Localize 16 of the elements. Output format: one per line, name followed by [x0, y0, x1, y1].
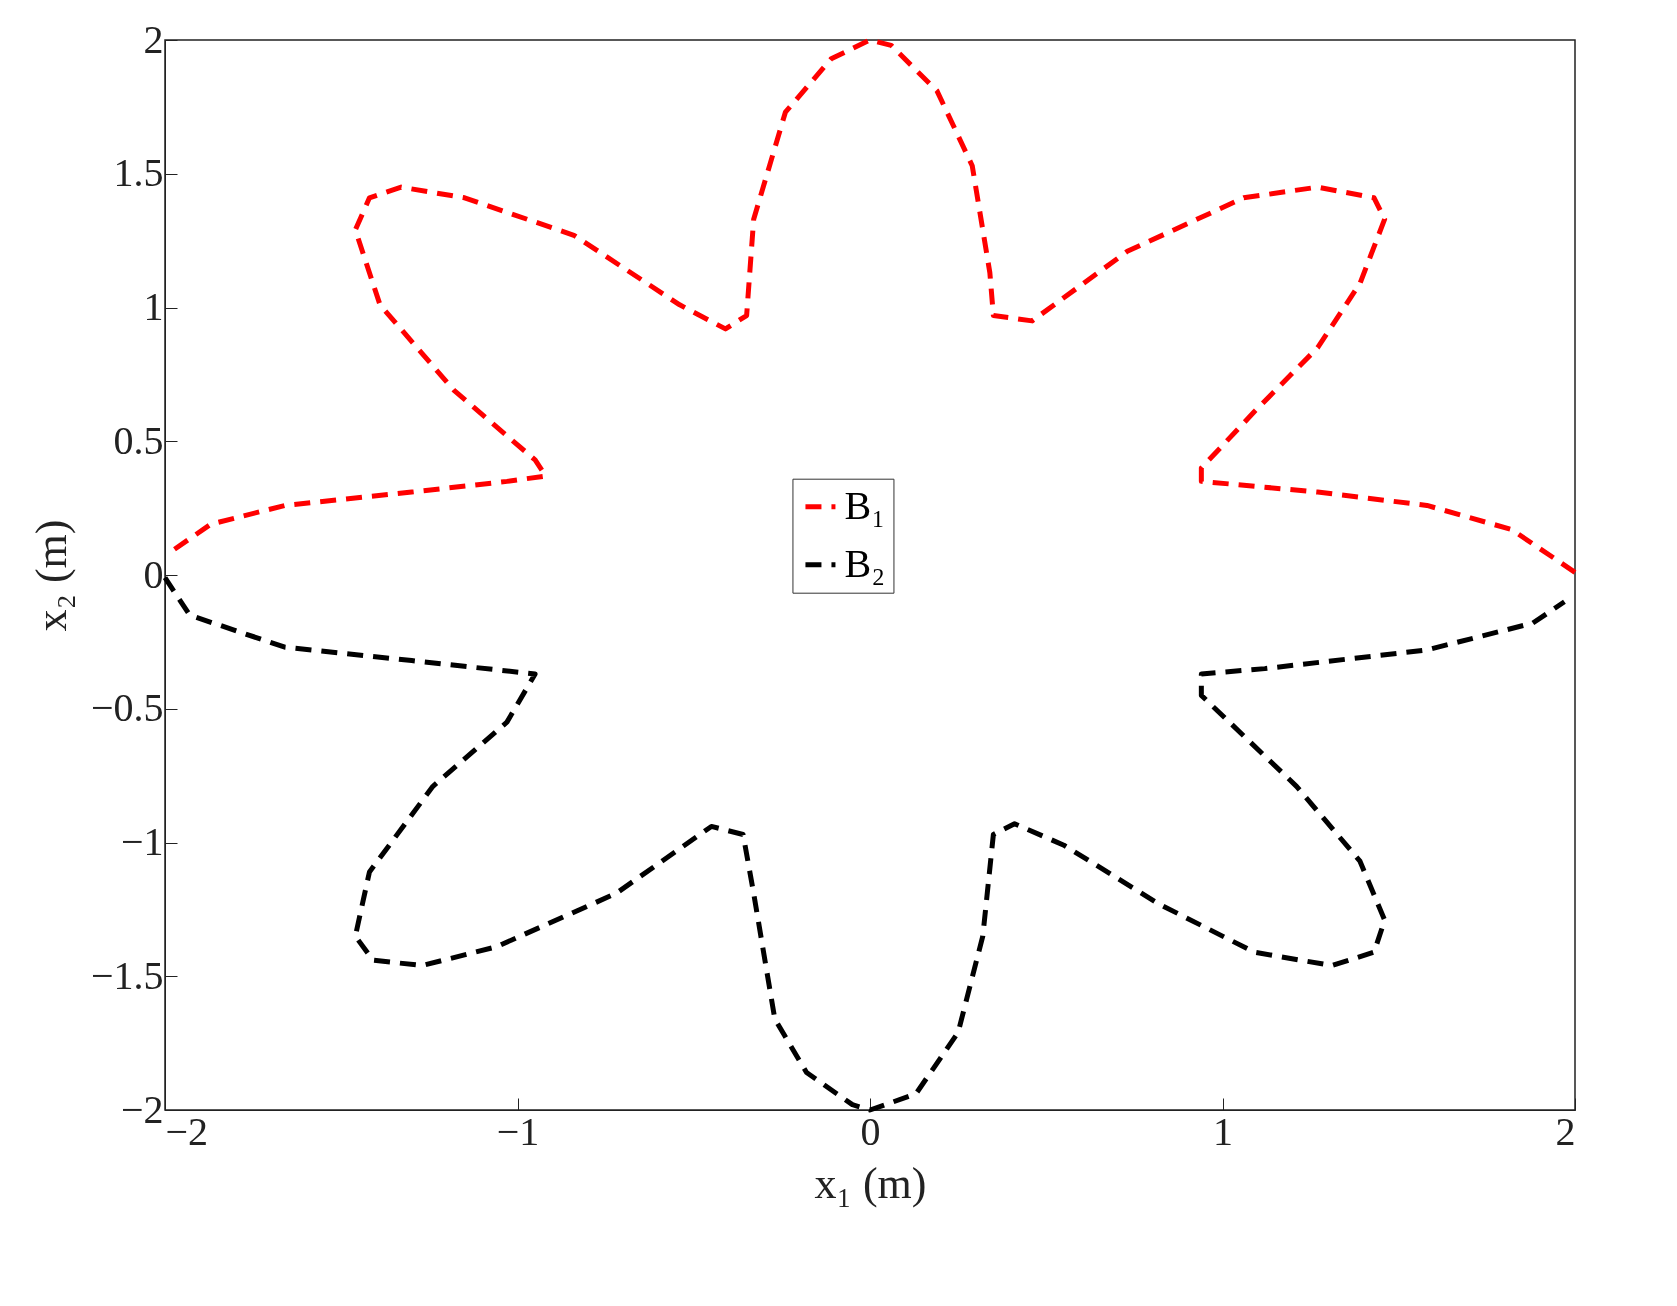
legend-label: B₂ [844, 540, 886, 586]
x-tick-label: 2 [1555, 1108, 1576, 1154]
legend-label: B₁ [844, 482, 886, 528]
x-tick-label: 1 [1213, 1108, 1233, 1154]
y-tick-label: −1.5 [90, 952, 164, 998]
x-tick-label: 0 [860, 1108, 881, 1154]
y-tick-label: 0.5 [113, 417, 164, 463]
x-tick-label: −1 [496, 1108, 540, 1154]
y-tick-label: −1 [120, 819, 164, 864]
y-axis-title: x₂ (m) [26, 519, 76, 632]
y-tick-label: −0.5 [90, 685, 164, 731]
y-tick-label: 1.5 [113, 150, 164, 196]
x-axis-title: x₁ (m) [814, 1158, 927, 1208]
y-tick-label: 1 [143, 284, 164, 329]
y-tick-label: 0 [143, 551, 164, 597]
y-tick-label: 2 [143, 16, 164, 62]
